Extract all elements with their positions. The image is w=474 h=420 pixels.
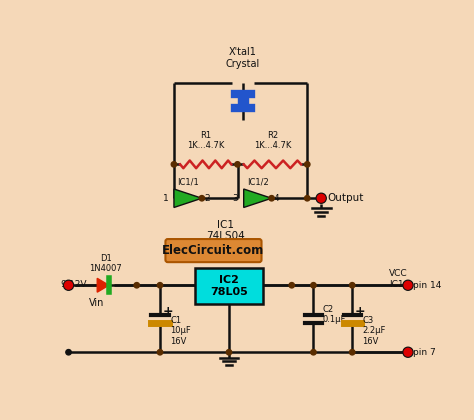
Text: +: + (355, 305, 365, 318)
Circle shape (403, 347, 413, 357)
Text: IC1
74LS04: IC1 74LS04 (207, 220, 245, 241)
Bar (237, 95, 248, 108)
Text: 1: 1 (163, 194, 169, 203)
Text: R2
1K...4.7K: R2 1K...4.7K (254, 131, 291, 150)
FancyBboxPatch shape (165, 239, 262, 262)
Circle shape (64, 280, 73, 290)
Circle shape (304, 196, 310, 201)
Circle shape (404, 281, 412, 289)
Circle shape (134, 283, 139, 288)
Circle shape (304, 162, 310, 167)
Circle shape (349, 283, 355, 288)
Circle shape (311, 283, 316, 288)
Circle shape (226, 349, 232, 355)
Circle shape (311, 349, 316, 355)
Text: C1
10μF
16V: C1 10μF 16V (170, 316, 191, 346)
Circle shape (64, 281, 73, 289)
Text: IC1/1: IC1/1 (177, 178, 199, 186)
Text: C3
2.2μF
16V: C3 2.2μF 16V (362, 316, 386, 346)
Polygon shape (97, 278, 109, 292)
Polygon shape (244, 189, 272, 207)
Circle shape (199, 196, 205, 201)
Circle shape (317, 194, 325, 202)
Text: 4: 4 (274, 194, 280, 203)
Text: +: + (162, 305, 173, 318)
Circle shape (269, 196, 274, 201)
Polygon shape (174, 189, 202, 207)
Text: pin 7: pin 7 (413, 348, 436, 357)
Circle shape (403, 280, 413, 290)
Text: IC2
78L05: IC2 78L05 (210, 275, 248, 297)
FancyBboxPatch shape (195, 268, 263, 304)
Circle shape (66, 349, 71, 355)
Text: 2: 2 (204, 194, 210, 203)
Text: C2
0.1μF: C2 0.1μF (323, 305, 346, 324)
Text: ElecCircuit.com: ElecCircuit.com (163, 244, 264, 257)
Text: Output: Output (328, 193, 364, 203)
Circle shape (404, 349, 412, 356)
Circle shape (349, 349, 355, 355)
Circle shape (171, 162, 177, 167)
Circle shape (289, 283, 294, 288)
Circle shape (316, 193, 326, 203)
Text: Vin: Vin (89, 297, 104, 307)
Text: 3: 3 (233, 194, 238, 203)
Text: X'tal1
Crystal: X'tal1 Crystal (226, 47, 260, 69)
Circle shape (157, 349, 163, 355)
Text: 9-12V: 9-12V (61, 280, 87, 289)
Text: D1
1N4007: D1 1N4007 (90, 254, 122, 273)
Text: pin 14: pin 14 (413, 281, 442, 290)
Circle shape (235, 162, 240, 167)
Text: VCC
IC1: VCC IC1 (389, 269, 407, 289)
Text: IC1/2: IC1/2 (247, 178, 269, 186)
Circle shape (157, 283, 163, 288)
Text: R1
1K...4.7K: R1 1K...4.7K (187, 131, 224, 150)
